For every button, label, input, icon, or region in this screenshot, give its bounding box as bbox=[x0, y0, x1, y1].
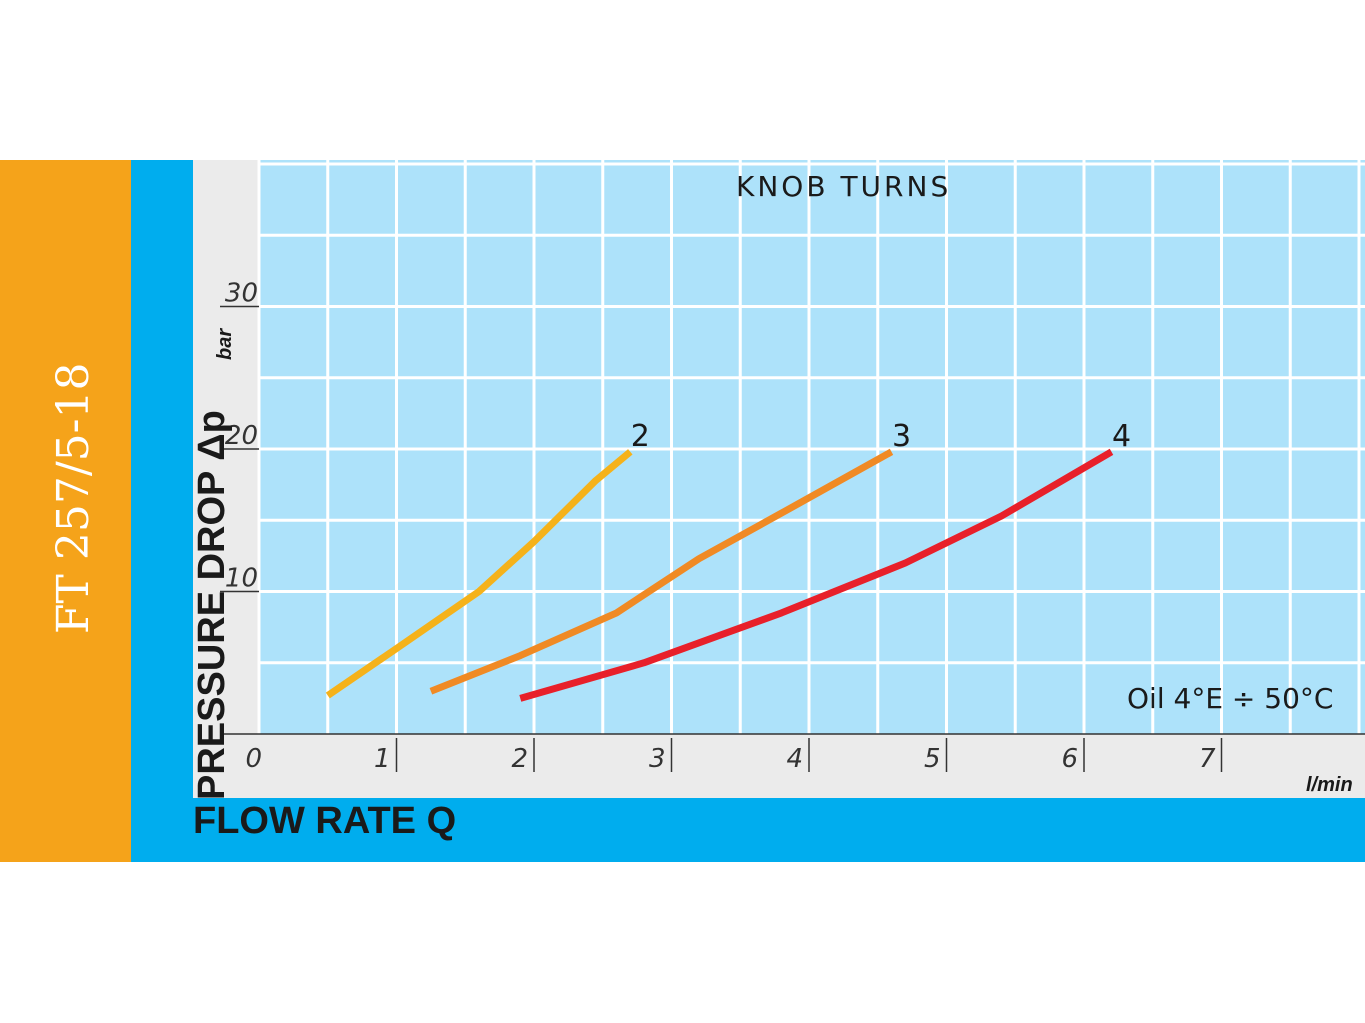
y-axis-label: PRESSURE DROP Δp bbox=[191, 410, 233, 800]
series-label-3: 3 bbox=[892, 419, 911, 454]
chart-title: KNOB TURNS bbox=[736, 170, 952, 203]
series-line-4 bbox=[519, 448, 1114, 702]
series-layer bbox=[325, 448, 1114, 702]
x-tick-label: 3 bbox=[649, 744, 666, 774]
x-tick-label: 5 bbox=[924, 744, 941, 774]
series-line-3 bbox=[429, 448, 894, 695]
x-tick-label: 0 bbox=[245, 744, 262, 774]
x-axis-unit: l/min bbox=[1306, 774, 1353, 796]
y-tick-label: 30 bbox=[225, 279, 258, 309]
series-label-2: 2 bbox=[631, 419, 650, 454]
y-tick-label: 20 bbox=[225, 421, 258, 451]
grid bbox=[257, 160, 1365, 734]
oil-annotation: Oil 4°E ÷ 50°C bbox=[1127, 682, 1334, 715]
x-tick-label: 6 bbox=[1061, 744, 1078, 774]
x-tick-label: 1 bbox=[374, 744, 391, 774]
chart: 10 20 30 0 1 2 3 4 5 6 7 2 3 4 bbox=[220, 160, 1365, 775]
plot-background bbox=[259, 160, 1365, 734]
labels: 10 20 30 0 1 2 3 4 5 6 7 2 3 4 bbox=[225, 279, 1216, 775]
y-tick-label: 10 bbox=[225, 564, 258, 594]
x-tick-label: 2 bbox=[511, 744, 528, 774]
chart-panel: FT 257/5-18 10 20 30 0 1 2 3 4 5 6 7 2 3 4 KNOB TURNS… bbox=[0, 160, 1365, 862]
y-axis-unit: bar bbox=[214, 328, 236, 360]
x-tick-label: 4 bbox=[786, 744, 803, 774]
x-axis-label: FLOW RATE Q bbox=[193, 800, 457, 842]
plot-area bbox=[259, 160, 1365, 734]
side-tab: FT 257/5-18 bbox=[0, 160, 131, 862]
x-tick-label: 7 bbox=[1199, 744, 1216, 774]
axes bbox=[220, 305, 1365, 772]
series-line-2 bbox=[325, 449, 633, 699]
series-label-4: 4 bbox=[1112, 419, 1131, 454]
